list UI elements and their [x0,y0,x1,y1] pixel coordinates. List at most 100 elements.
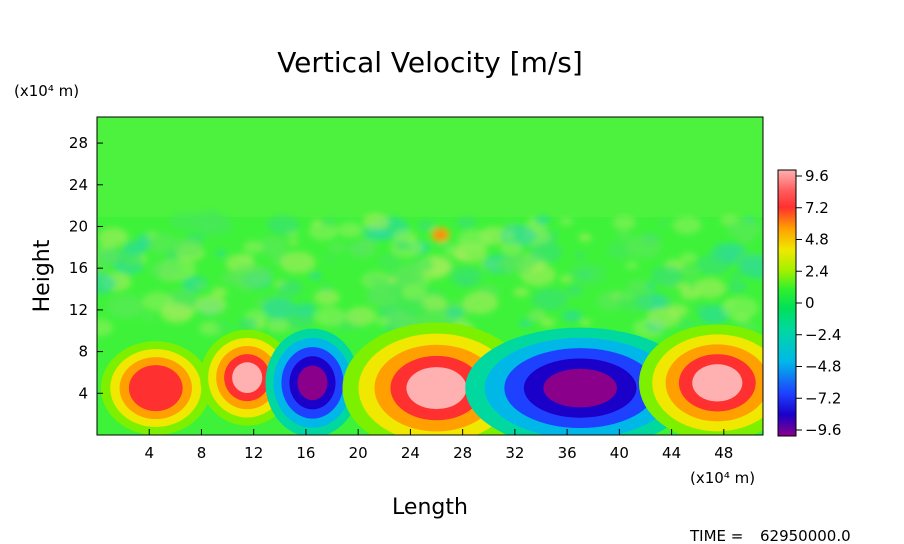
turbulence-patch [445,307,463,319]
turbulence-patch [698,304,730,325]
colorbar-tick-label: 7.2 [805,199,829,217]
y-axis-unit: (x10⁴ m) [14,82,79,100]
turbulence-patch [596,291,626,311]
updraft-contour [406,367,467,410]
turbulence-patch [309,272,322,280]
turbulence-patch [262,298,296,319]
downdraft-cell [265,328,360,435]
turbulence-patch [215,250,227,257]
turbulence-patch [651,265,684,286]
x-tick-label: 32 [505,444,524,462]
colorbar-tick-label: 9.6 [805,167,829,185]
turbulence-patch [617,290,654,313]
x-tick-label: 20 [349,444,368,462]
turbulence-patch [266,318,290,333]
colorbar-tick-label: −2.4 [805,326,841,344]
x-tick-label: 48 [714,444,733,462]
turbulence-patch [481,264,494,273]
turbulence-patch [646,307,680,329]
upper-band [97,117,763,217]
turbulence-patch [387,277,398,284]
turbulence-patch [616,230,631,240]
turbulence-patch [142,313,155,321]
turbulence-patch [624,235,662,259]
x-axis-label: Length [392,495,468,520]
y-tick-label: 8 [78,343,88,361]
turbulence-patch [231,264,270,288]
turbulence-patch [106,294,145,319]
turbulence-patch [679,264,700,278]
y-tick-label: 4 [78,384,88,402]
turbulence-patch [727,218,762,240]
turbulence-patch [676,282,691,292]
turbulence-patch [502,253,536,275]
updraft-contour [232,362,263,394]
turbulence-patch [625,261,638,270]
turbulence-patch [314,289,340,306]
turbulence-patch [417,220,435,232]
turbulence-patch [564,290,576,298]
turbulence-patch [194,281,207,290]
turbulence-patch [645,282,656,290]
turbulence-patch [97,248,120,267]
turbulence-patch [450,266,482,287]
updraft-cell [100,341,211,435]
downdraft-cell [465,327,696,435]
turbulence-patch [612,215,636,230]
turbulence-patch [170,211,202,232]
turbulence-patch [150,260,182,280]
colorbar [777,169,797,437]
turbulence-patch [680,252,697,264]
x-tick-label: 12 [244,444,263,462]
turbulence-patch [293,302,317,318]
turbulence-patch [559,217,573,226]
convective-cells [100,322,763,435]
turbulence-patch [513,287,529,297]
y-tick-label: 12 [69,301,88,319]
turbulence-patch [519,319,532,328]
y-tick-label: 28 [69,134,88,152]
downdraft-contour [543,368,617,408]
turbulence-patch [257,236,289,256]
turbulence-patch [375,316,391,326]
turbulence-patch [377,253,403,270]
turbulence-patch [314,307,346,327]
turbulence-patch [402,284,427,300]
colorbar-ticks: 9.6 7.2 4.8 2.4 0 −2.4 −4.8 −7.2 −9.6 [796,167,841,439]
time-value: 62950000.0 [760,527,851,544]
x-axis-unit: (x10⁴ m) [690,469,755,487]
heatmap-field [97,117,763,435]
turbulence-patch [238,317,259,331]
turbulence-patch [529,242,563,263]
turbulence-patch [531,288,568,311]
turbulence-patch [574,251,585,259]
colorbar-tick-label: 4.8 [805,231,829,249]
turbulence-patch [238,253,254,264]
turbulence-patch [526,311,543,322]
turbulence-patch [345,306,377,326]
turbulence-patch [195,294,227,315]
plot-frame [96,116,764,436]
turbulence-patch [534,215,551,226]
x-tick-label: 24 [401,444,420,462]
chart-title: Vertical Velocity [m/s] [277,46,583,79]
turbulence-patch [738,255,763,279]
turbulence-patch [739,235,753,244]
turbulence-patch [504,232,515,239]
turbulence-patch [562,309,582,323]
x-tick-label: 4 [144,444,154,462]
updraft-contour [692,364,743,402]
turbulence-patch [559,275,573,283]
turbulence-patch [456,216,476,229]
turbulence-patch [410,257,435,273]
updraft-contour [128,365,183,412]
turbulence-patch [320,216,338,228]
turbulence-patch [396,269,426,289]
colorbar-tick-label: 2.4 [805,262,829,280]
colorbar-tick-label: −7.2 [805,389,841,407]
x-tick-label: 16 [296,444,315,462]
turbulence-patch [540,317,556,327]
turbulence-patch [693,278,727,299]
turbulence-patch [696,253,730,275]
